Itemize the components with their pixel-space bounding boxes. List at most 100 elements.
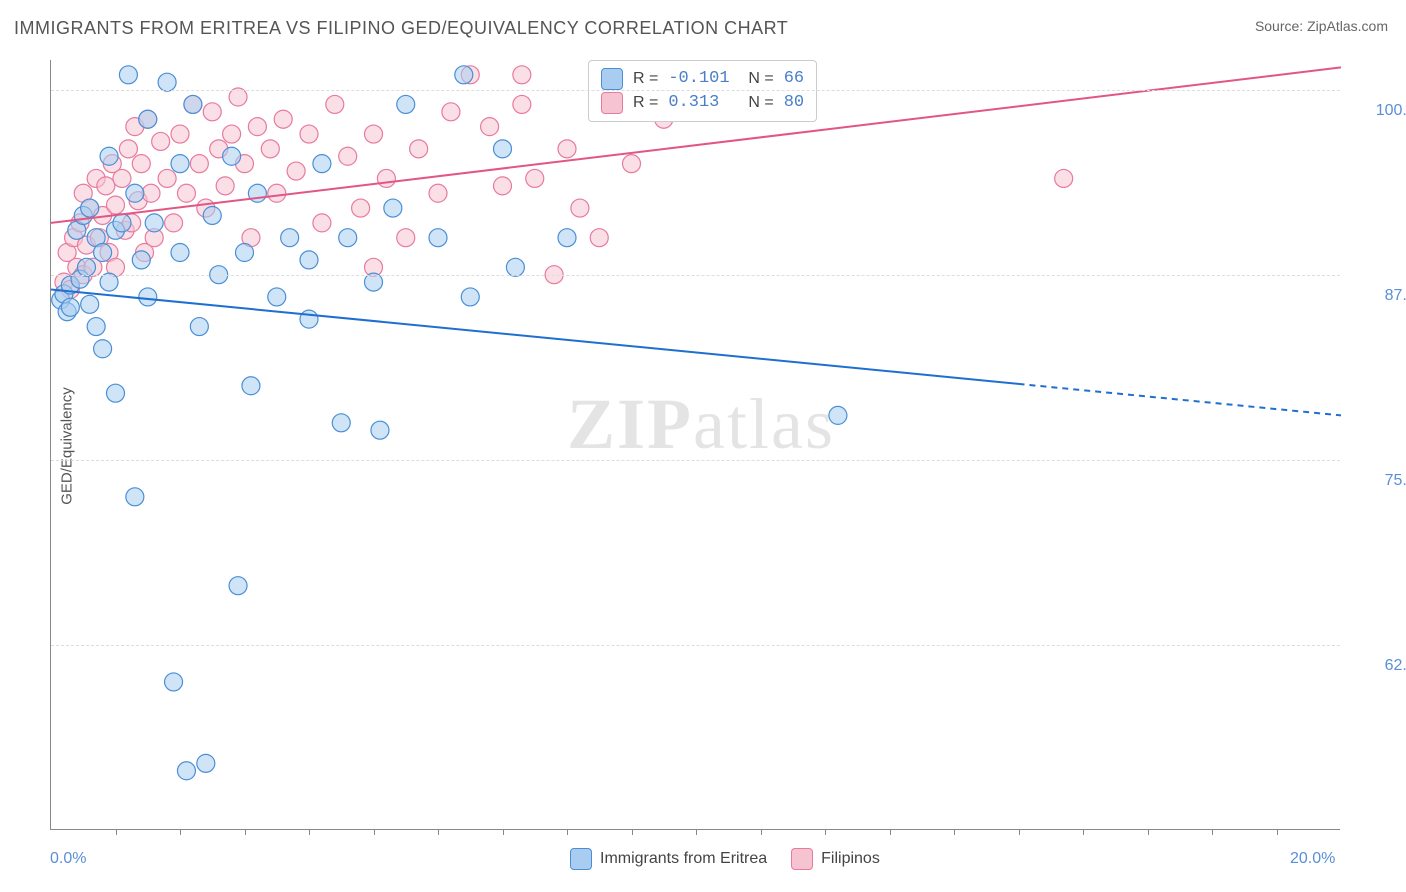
data-point — [100, 273, 118, 291]
data-point — [506, 258, 524, 276]
regression-line-dashed — [1019, 384, 1342, 415]
data-point — [94, 340, 112, 358]
data-point — [242, 377, 260, 395]
source-link[interactable]: ZipAtlas.com — [1307, 18, 1388, 34]
legend-n-value: 66 — [784, 67, 804, 91]
data-point — [429, 229, 447, 247]
data-point — [229, 88, 247, 106]
x-tick — [116, 829, 117, 835]
data-point — [274, 110, 292, 128]
data-point — [87, 318, 105, 336]
legend-r-value: -0.101 — [668, 67, 738, 91]
data-point — [268, 288, 286, 306]
data-point — [558, 140, 576, 158]
data-point — [119, 140, 137, 158]
data-point — [384, 199, 402, 217]
series-legend: Immigrants from EritreaFilipinos — [570, 848, 880, 870]
gridline — [51, 460, 1340, 461]
data-point — [410, 140, 428, 158]
correlation-legend-row: R = -0.101 N = 66 — [601, 67, 804, 91]
data-point — [397, 229, 415, 247]
scatter-chart: ZIPatlas R =-0.101N =66R =0.313N =80 — [50, 60, 1340, 830]
y-tick-label: 75.0% — [1350, 472, 1406, 490]
x-tick — [180, 829, 181, 835]
data-point — [171, 155, 189, 173]
data-point — [623, 155, 641, 173]
data-point — [184, 95, 202, 113]
data-point — [81, 199, 99, 217]
x-tick — [1148, 829, 1149, 835]
data-point — [139, 110, 157, 128]
watermark-zip: ZIP — [567, 384, 693, 464]
data-point — [1055, 169, 1073, 187]
legend-n-value: 80 — [784, 91, 804, 115]
data-point — [190, 318, 208, 336]
legend-swatch — [601, 68, 623, 90]
series-legend-label: Filipinos — [821, 850, 880, 867]
data-point — [126, 488, 144, 506]
x-tick — [245, 829, 246, 835]
data-point — [287, 162, 305, 180]
data-point — [365, 125, 383, 143]
legend-n-label: N = — [748, 67, 773, 91]
data-point — [513, 95, 531, 113]
data-point — [300, 125, 318, 143]
source-attribution: Source: ZipAtlas.com — [1255, 18, 1388, 34]
data-point — [248, 118, 266, 136]
data-point — [165, 214, 183, 232]
data-point — [571, 199, 589, 217]
data-point — [132, 155, 150, 173]
data-point — [590, 229, 608, 247]
data-point — [300, 310, 318, 328]
data-point — [216, 177, 234, 195]
legend-swatch — [570, 848, 592, 870]
data-point — [177, 762, 195, 780]
data-point — [119, 66, 137, 84]
data-point — [107, 196, 125, 214]
data-point — [126, 184, 144, 202]
data-point — [513, 66, 531, 84]
data-point — [100, 147, 118, 165]
x-tick — [438, 829, 439, 835]
data-point — [429, 184, 447, 202]
x-tick — [890, 829, 891, 835]
data-point — [481, 118, 499, 136]
x-tick — [567, 829, 568, 835]
data-point — [300, 251, 318, 269]
x-tick-label: 0.0% — [50, 850, 86, 868]
series-legend-item: Filipinos — [791, 848, 880, 870]
legend-n-label: N = — [748, 91, 773, 115]
data-point — [139, 288, 157, 306]
regression-line — [51, 290, 1019, 384]
data-point — [145, 214, 163, 232]
data-point — [223, 125, 241, 143]
data-point — [326, 95, 344, 113]
gridline — [51, 275, 1340, 276]
data-point — [97, 177, 115, 195]
data-point — [81, 295, 99, 313]
x-tick — [954, 829, 955, 835]
x-tick-label: 20.0% — [1290, 850, 1335, 868]
data-point — [461, 288, 479, 306]
legend-r-label: R = — [633, 67, 658, 91]
x-tick — [1083, 829, 1084, 835]
data-point — [397, 95, 415, 113]
data-point — [152, 132, 170, 150]
x-tick — [1212, 829, 1213, 835]
correlation-legend: R =-0.101N =66R =0.313N =80 — [588, 60, 817, 122]
data-point — [332, 414, 350, 432]
data-point — [236, 244, 254, 262]
data-point — [494, 140, 512, 158]
data-point — [365, 273, 383, 291]
data-point — [142, 184, 160, 202]
data-point — [313, 214, 331, 232]
watermark: ZIPatlas — [567, 383, 835, 466]
watermark-atlas: atlas — [693, 384, 835, 464]
data-point — [313, 155, 331, 173]
y-tick-label: 62.5% — [1350, 657, 1406, 675]
x-tick — [309, 829, 310, 835]
data-point — [132, 251, 150, 269]
data-point — [113, 169, 131, 187]
x-tick — [1277, 829, 1278, 835]
data-point — [558, 229, 576, 247]
